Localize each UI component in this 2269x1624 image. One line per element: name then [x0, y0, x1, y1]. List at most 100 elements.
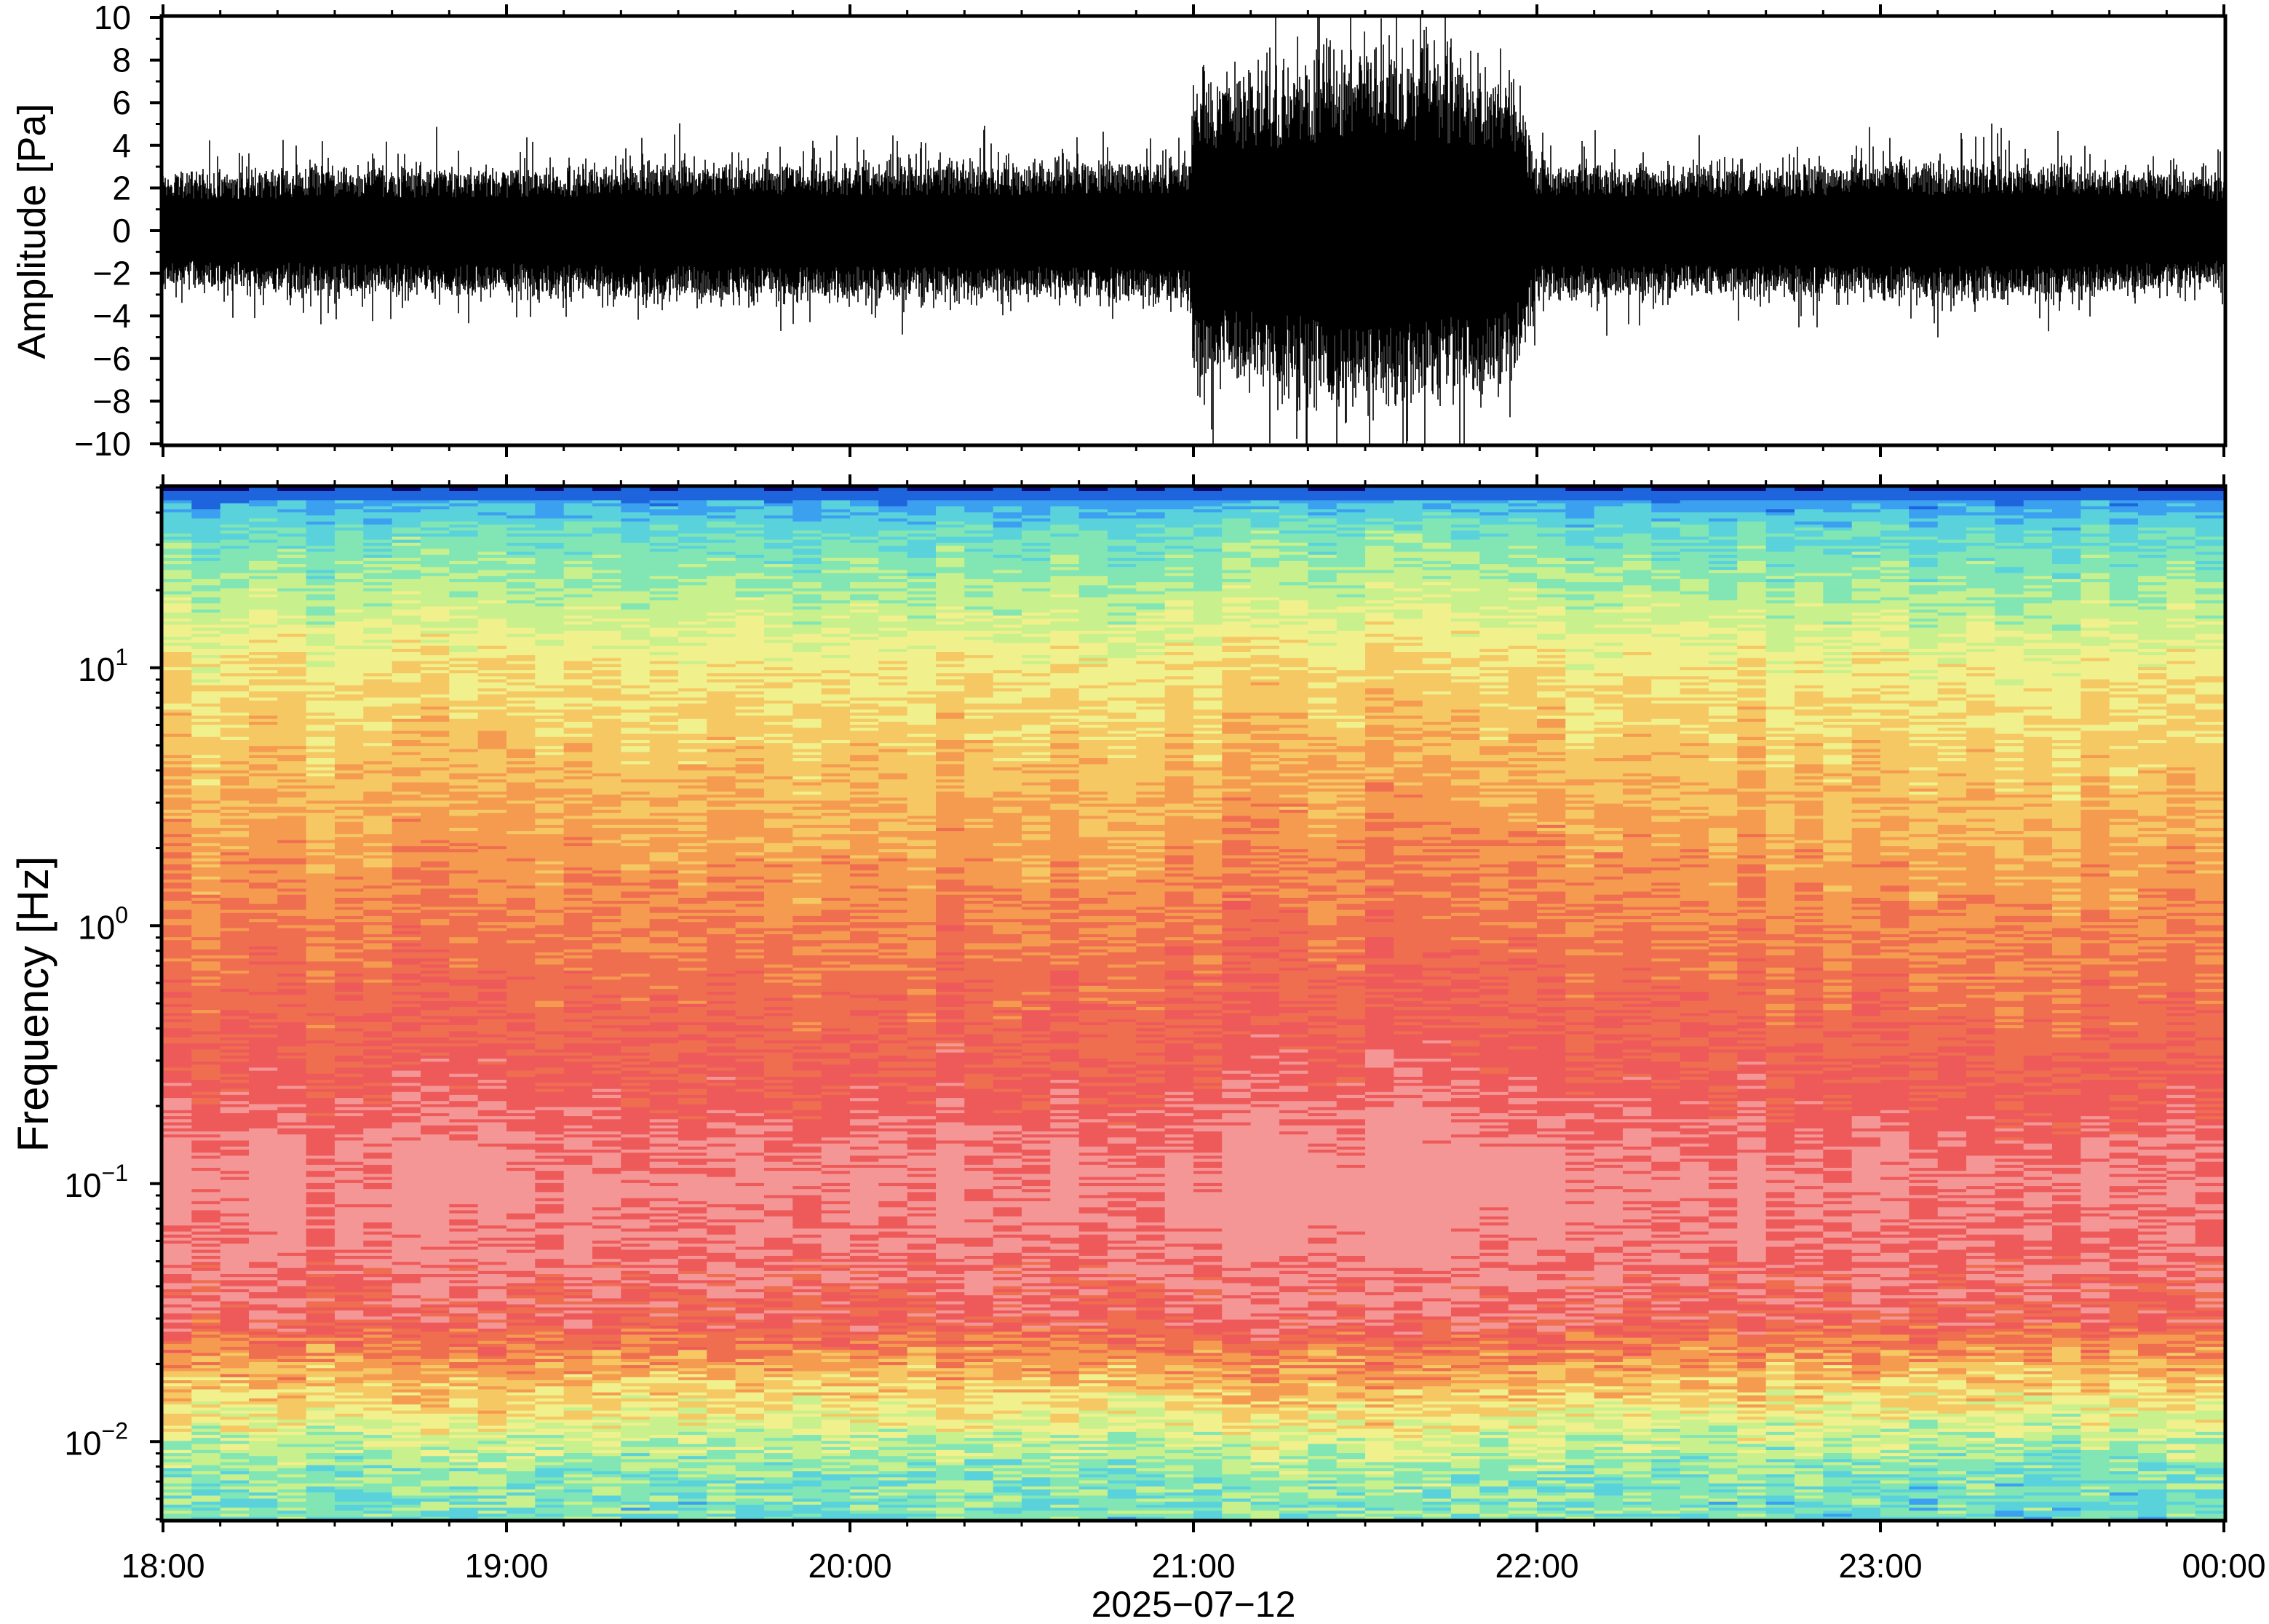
spectrogram-cell	[163, 524, 193, 528]
spectrogram-cell	[249, 1188, 279, 1193]
spectrogram-cell	[191, 1513, 221, 1517]
spectrogram-cell	[163, 1489, 193, 1493]
spectrogram-cell	[191, 675, 221, 680]
spectrogram-cell	[191, 1382, 221, 1387]
spectrogram-cell	[335, 955, 365, 959]
spectrogram-cell	[335, 1380, 365, 1384]
spectrogram-cell	[191, 1222, 221, 1226]
spectrogram-cell	[191, 1173, 221, 1177]
spectrogram-cell	[306, 1489, 335, 1493]
spectrogram-cell	[163, 669, 193, 674]
spectrogram-cell	[249, 1267, 279, 1271]
spectrogram-cell	[191, 1064, 221, 1068]
spectrogram-cell	[163, 979, 193, 983]
spectrogram-cell	[249, 1431, 279, 1436]
spectrogram-cell	[335, 1115, 365, 1120]
spectrogram-cell	[191, 787, 221, 792]
spectrogram-cell	[335, 1194, 365, 1198]
spectrogram-cell	[277, 1343, 307, 1348]
spectrogram-cell	[277, 1164, 307, 1168]
spectrogram-cell	[163, 839, 193, 843]
spectrogram-cell	[277, 1361, 307, 1366]
spectrogram-cell	[277, 875, 307, 880]
spectrogram-cell	[249, 1006, 279, 1011]
spectrogram-cell	[220, 575, 250, 579]
spectrogram-cell	[249, 1464, 279, 1468]
spectrogram-cell	[163, 1106, 193, 1110]
spectrogram-cell	[335, 1434, 365, 1438]
spectrogram-cell	[249, 864, 279, 868]
spectrogram-cell	[191, 1449, 221, 1454]
spectrogram-cell	[220, 1486, 250, 1490]
spectrogram-cell	[277, 882, 307, 886]
spectrogram-cell	[191, 563, 221, 568]
spectrogram-cell	[191, 948, 221, 952]
spectrogram-cell	[191, 1134, 221, 1138]
spectrogram-cell	[220, 548, 250, 552]
spectrogram-cell	[163, 1431, 193, 1436]
spectrogram-cell	[163, 1240, 193, 1244]
spectrogram-cell	[306, 830, 335, 835]
spectrogram-cell	[306, 745, 335, 749]
spectrogram-cell	[306, 994, 335, 998]
amplitude-axis-label: Amplitude [Pa]	[10, 103, 54, 359]
spectrogram-cell	[163, 1112, 193, 1117]
spectrogram-cell	[277, 1470, 307, 1475]
spectrogram-cell	[392, 487, 421, 491]
spectrogram-cell	[277, 527, 307, 531]
spectrogram-cell	[163, 1455, 193, 1460]
spectrogram-cell	[220, 636, 250, 640]
spectrogram-cell	[306, 551, 335, 555]
spectrogram-cell	[277, 760, 307, 765]
spectrogram-cell	[306, 1072, 335, 1077]
spectrogram-cell	[249, 784, 279, 789]
spectrogram-cell	[306, 636, 335, 640]
spectrogram-cell	[191, 818, 221, 822]
spectrogram-cell	[335, 1501, 365, 1505]
spectrogram-cell	[191, 945, 221, 950]
spectrogram-cell	[306, 888, 335, 892]
spectrogram-cell	[249, 818, 279, 822]
spectrogram-cell	[306, 1340, 335, 1344]
spectrogram-cell	[249, 1118, 279, 1123]
spectrogram-cell	[306, 545, 335, 549]
spectrogram-cell	[335, 1158, 365, 1162]
spectrogram-cell	[335, 1118, 365, 1123]
spectrogram-cell	[306, 824, 335, 828]
spectrogram-cell	[335, 1033, 365, 1038]
spectrogram-cell	[191, 885, 221, 889]
spectrogram-cell	[163, 1149, 193, 1153]
spectrogram-cell	[163, 703, 193, 707]
spectrogram-cell	[191, 1279, 221, 1283]
spectrogram-cell	[335, 927, 365, 931]
spectrogram-cell	[335, 487, 365, 491]
spectrogram-cell	[306, 879, 335, 883]
spectrogram-cell	[163, 594, 193, 597]
spectrogram-cell	[277, 1355, 307, 1359]
spectrogram-cell	[249, 1215, 279, 1219]
spectrogram-cell	[163, 1446, 193, 1450]
spectrogram-cell	[163, 982, 193, 986]
spectrogram-cell	[477, 487, 507, 491]
spectrogram-cell	[249, 1476, 279, 1481]
spectrogram-cell	[277, 1179, 307, 1183]
spectrogram-cell	[220, 1054, 250, 1059]
spectrogram-cell	[220, 988, 250, 992]
spectrogram-cell	[191, 1131, 221, 1135]
spectrogram-cell	[163, 1358, 193, 1362]
spectrogram-cell	[306, 755, 335, 758]
spectrogram-cell	[163, 1297, 193, 1302]
spectrogram-cell	[306, 1437, 335, 1441]
spectrogram-cell	[249, 1106, 279, 1110]
spectrogram-cell	[191, 1249, 221, 1253]
spectrogram-cell	[277, 1246, 307, 1250]
spectrogram-cell	[163, 800, 193, 804]
spectrogram-cell	[249, 1504, 279, 1508]
spectrogram-cell	[277, 1182, 307, 1187]
spectrogram-cell	[220, 1115, 250, 1120]
spectrogram-cell	[191, 1483, 221, 1486]
spectrogram-cell	[191, 1030, 221, 1035]
spectrogram-cell	[163, 1406, 193, 1411]
spectrogram-cell	[277, 1243, 307, 1247]
spectrogram-cell	[335, 1270, 365, 1274]
